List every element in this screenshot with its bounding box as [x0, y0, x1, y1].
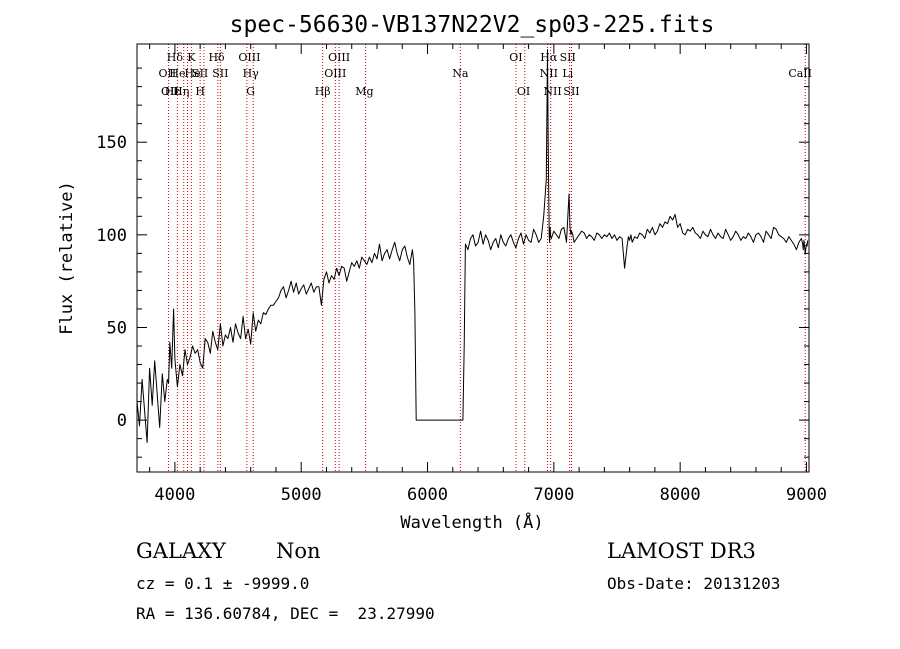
line-marker-label: Hδ: [208, 51, 225, 64]
line-marker-label: K: [187, 51, 196, 64]
coordinates-line: RA = 136.60784, DEC = 23.27990: [136, 604, 435, 623]
line-marker-label: Hε: [165, 85, 181, 98]
line-marker-label: Hβ: [315, 85, 331, 98]
line-marker-label: He: [169, 67, 185, 80]
survey-name: LAMOST DR3: [607, 539, 756, 563]
line-marker-label: Mg: [355, 85, 373, 98]
x-tick-label: 9000: [786, 485, 827, 505]
x-tick-label: 8000: [660, 485, 701, 505]
y-tick-label: 100: [96, 226, 127, 246]
spectrum-line: [136, 49, 809, 443]
chart-title: spec-56630-VB137N22V2_sp03-225.fits: [230, 12, 715, 38]
line-marker-label: G: [246, 85, 255, 98]
line-marker-label: OIII: [324, 67, 346, 80]
x-tick-label: 7000: [533, 485, 574, 505]
line-marker-label: Hδ: [167, 51, 184, 64]
line-marker-label: SII: [563, 85, 579, 98]
y-tick-label: 50: [107, 318, 127, 338]
line-marker-label: Hη: [173, 85, 189, 98]
y-tick-label: 0: [117, 411, 127, 431]
x-tick-label: 4000: [154, 485, 195, 505]
line-marker-label: OIII: [328, 51, 350, 64]
obs-date-line: Obs-Date: 20131203: [607, 574, 781, 593]
line-markers: [168, 44, 806, 472]
object-subclass: Non: [276, 539, 321, 563]
object-class: GALAXY: [136, 539, 226, 563]
line-marker-label: SII: [212, 67, 228, 80]
plot-frame: [136, 43, 810, 473]
line-marker-label: Na: [452, 67, 469, 80]
line-marker-label: Hγ: [243, 67, 260, 80]
redshift-line: cz = 0.1 ± -9999.0: [136, 574, 310, 593]
axis-ticks: 4000 5000 6000 7000 8000 9000 0 50 100 150: [96, 44, 827, 505]
x-tick-label: 5000: [281, 485, 322, 505]
line-marker-label: Li: [562, 67, 573, 80]
line-marker-label: OII: [158, 67, 176, 80]
spectrum-series: [136, 49, 809, 443]
x-tick-label: 6000: [407, 485, 448, 505]
line-marker-label: OI: [509, 51, 522, 64]
line-marker-label: NII: [543, 85, 561, 98]
line-marker-label: H: [195, 85, 205, 98]
line-marker-label: NII: [540, 67, 558, 80]
line-marker-label: CaII: [788, 67, 812, 80]
line-marker-label: Hα: [540, 51, 558, 64]
line-marker-label: SII: [560, 51, 576, 64]
y-axis-label: Flux (relative): [57, 181, 77, 335]
line-marker-label: OIII: [238, 51, 260, 64]
line-marker-label: He: [185, 67, 201, 80]
y-tick-label: 150: [96, 133, 127, 153]
line-marker-label: OI: [517, 85, 530, 98]
line-marker-label: SII: [192, 67, 208, 80]
x-axis-label: Wavelength (Å): [400, 511, 543, 533]
line-marker-label: OII: [161, 85, 179, 98]
